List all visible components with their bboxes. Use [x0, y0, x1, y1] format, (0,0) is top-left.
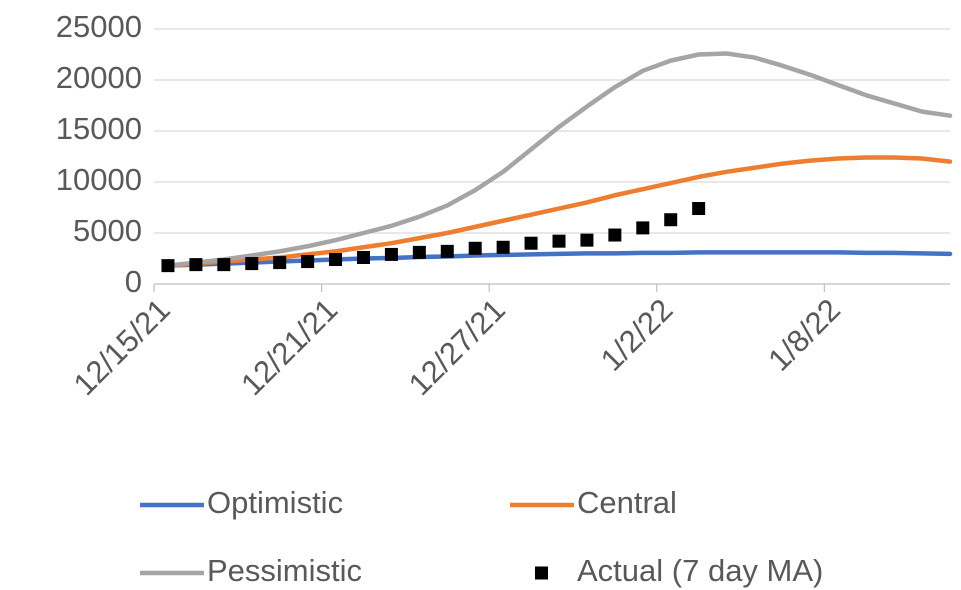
data-point	[245, 257, 259, 271]
data-point	[412, 245, 426, 259]
data-point	[189, 258, 203, 272]
series-line	[165, 51, 953, 268]
x-tick-label: 12/27/21	[402, 292, 512, 402]
data-point	[329, 253, 343, 267]
data-point	[692, 202, 706, 216]
data-point	[552, 234, 566, 248]
series-line	[165, 155, 953, 268]
data-point	[468, 241, 482, 255]
legend-label: Actual (7 day MA)	[577, 553, 823, 588]
legend-label: Central	[577, 485, 677, 520]
legend-marker	[535, 566, 548, 580]
data-point	[496, 240, 510, 254]
y-tick-label: 20000	[56, 60, 142, 95]
data-point	[217, 258, 231, 272]
data-point	[608, 228, 622, 242]
data-point	[664, 213, 678, 227]
x-tick-label: 12/15/21	[67, 292, 177, 402]
series-line	[165, 250, 953, 268]
data-point	[580, 233, 594, 247]
y-tick-label: 10000	[56, 162, 142, 197]
data-point	[384, 247, 398, 261]
data-point	[356, 250, 370, 264]
legend-label: Pessimistic	[207, 553, 362, 588]
data-point	[273, 256, 287, 270]
data-point	[161, 259, 175, 273]
y-tick-label: 5000	[73, 213, 142, 248]
data-point	[636, 221, 650, 235]
data-point	[440, 244, 454, 258]
data-point	[301, 255, 315, 269]
x-tick-label: 1/2/22	[594, 292, 680, 378]
x-tick-label: 1/8/22	[761, 292, 847, 378]
legend-label: Optimistic	[207, 485, 343, 520]
y-tick-label: 0	[125, 264, 142, 299]
data-point	[524, 236, 538, 250]
x-tick-label: 12/21/21	[234, 292, 344, 402]
y-tick-label: 25000	[56, 9, 142, 44]
y-tick-label: 15000	[56, 111, 142, 146]
